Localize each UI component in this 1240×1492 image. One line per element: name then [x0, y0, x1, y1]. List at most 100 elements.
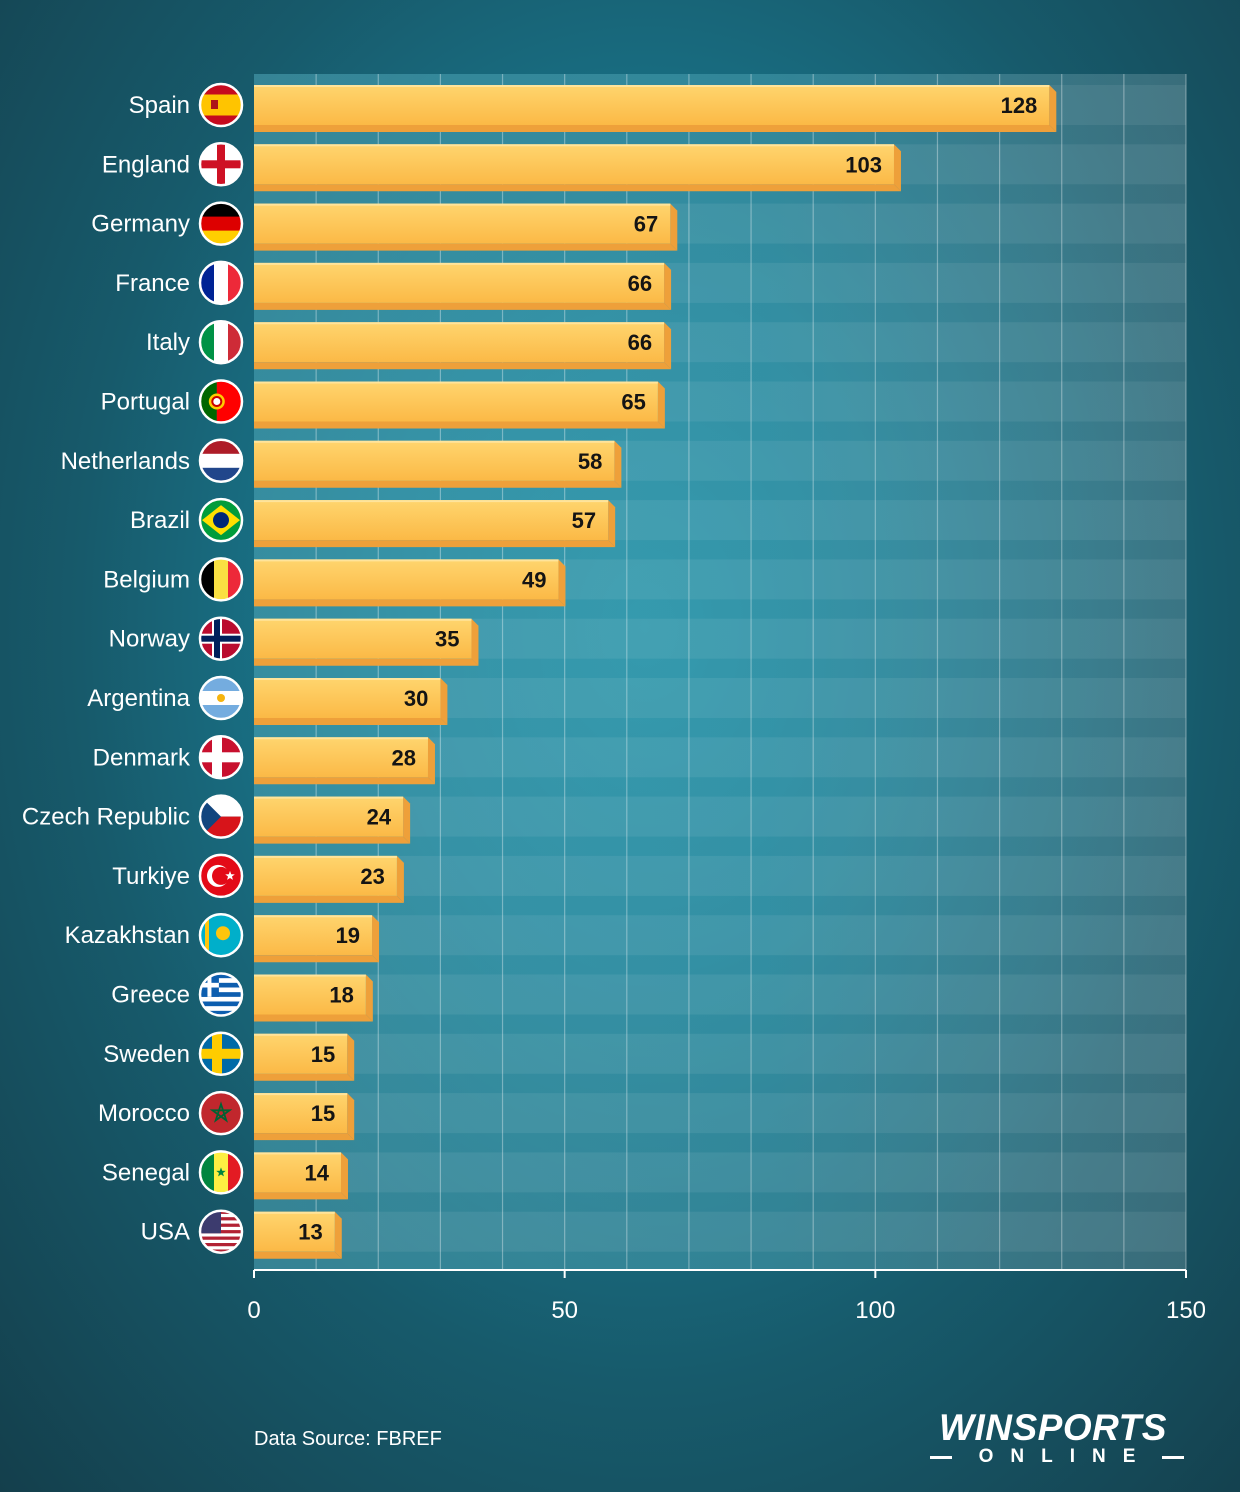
category-label: Germany [91, 211, 190, 238]
category-label: Netherlands [61, 448, 190, 475]
bar [254, 678, 448, 725]
bar-bottom-face [254, 302, 672, 310]
bars [254, 85, 1057, 1259]
category-label: Belgium [103, 566, 190, 593]
category-label: Denmark [93, 744, 191, 771]
bar [254, 796, 411, 844]
bar [254, 737, 435, 785]
senegal-flag-icon [198, 1150, 244, 1195]
bar-front-face [254, 974, 366, 1015]
usa-flag-icon [198, 1209, 244, 1254]
bar-front-face [254, 1211, 335, 1252]
norway-flag-icon [198, 616, 244, 661]
bar-front-face [254, 144, 894, 185]
data-source-note: Data Source: FBREF [254, 1428, 442, 1450]
bar-side-face [427, 737, 435, 785]
france-flag-icon [198, 260, 244, 306]
bar-front-face [254, 500, 609, 541]
bar-side-face [670, 203, 678, 251]
value-label: 66 [628, 271, 652, 296]
row-band [254, 1211, 1186, 1252]
row-band [254, 1033, 1186, 1074]
bar-front-face [254, 1152, 341, 1193]
bar-bottom-face [254, 658, 479, 666]
bar-bottom-face [254, 599, 566, 607]
bar-side-face [347, 1033, 355, 1081]
netherlands-flag-icon [198, 438, 244, 484]
kazakhstan-flag-icon [198, 912, 244, 958]
row-band [254, 974, 1186, 1015]
category-label: Spain [129, 92, 190, 119]
bar-side-face [608, 500, 616, 548]
bar-bottom-face [254, 1014, 373, 1022]
bar [254, 618, 479, 666]
logo-subline: ONLINE [930, 1446, 1184, 1468]
bar-bottom-face [254, 955, 380, 963]
bar-front-face [254, 915, 373, 956]
bar-bottom-face [254, 718, 448, 725]
bar-front-face [254, 796, 404, 837]
plot-area [254, 74, 1186, 1270]
bar-front-face [254, 678, 441, 718]
bar-side-face [558, 559, 566, 607]
bar-front-face [254, 381, 658, 422]
bar-side-face [471, 618, 479, 666]
value-label: 13 [298, 1220, 322, 1245]
bar-side-face [657, 381, 665, 429]
bar-front-face [254, 440, 615, 481]
category-label: Sweden [103, 1041, 190, 1068]
bar-bottom-face [254, 1073, 355, 1081]
row-band [254, 855, 1186, 896]
value-label: 23 [360, 864, 384, 889]
germany-flag-icon [198, 201, 244, 246]
value-label: 49 [522, 567, 546, 592]
x-tick-label: 100 [855, 1297, 895, 1324]
denmark-flag-icon [198, 735, 244, 780]
category-label: USA [141, 1219, 190, 1246]
category-label: France [115, 270, 190, 297]
category-label: Senegal [102, 1159, 190, 1186]
bar-front-face [254, 262, 665, 303]
bar-front-face [254, 1033, 348, 1074]
argentina-flag-icon [198, 675, 244, 721]
bar-front-face [254, 618, 472, 659]
plot-background [254, 74, 1186, 1270]
bar-front-face [254, 322, 665, 363]
czech-republic-flag-icon [198, 794, 244, 839]
bar-side-face [1049, 85, 1057, 132]
bar-side-face [664, 262, 672, 310]
bar [254, 203, 678, 251]
flag-icons [198, 82, 244, 1254]
bar-side-face [372, 915, 380, 963]
x-axis: 0 50 100 150 [247, 1269, 1206, 1324]
bar-bottom-face [254, 125, 1057, 132]
belgium-flag-icon [198, 557, 244, 602]
england-flag-icon [198, 142, 244, 187]
bar-bottom-face [254, 243, 678, 251]
bar [254, 144, 901, 192]
bar [254, 440, 622, 488]
brazil-flag-icon [198, 497, 244, 543]
category-label: Brazil [130, 507, 190, 534]
bar-bottom-face [254, 1133, 355, 1141]
bar-front-face [254, 1093, 348, 1134]
bar-side-face [440, 678, 448, 725]
bar [254, 500, 616, 548]
value-label: 15 [311, 1042, 335, 1067]
row-band [254, 915, 1186, 956]
bar-side-face [893, 144, 901, 192]
value-label: 24 [367, 805, 392, 830]
bar-bottom-face [254, 540, 616, 548]
x-tick-label: 0 [247, 1297, 260, 1324]
value-label: 128 [1001, 93, 1038, 118]
value-labels: 128 103 67 66 66 65 58 57 49 35 30 28 24 23 19 18 15 15 14… [298, 93, 1037, 1245]
bar [254, 1211, 342, 1259]
value-label: 15 [311, 1101, 335, 1126]
bar-bottom-face [254, 1251, 342, 1259]
bar-bottom-face [254, 777, 435, 785]
bar-side-face [347, 1093, 355, 1141]
bar [254, 322, 672, 370]
bar-side-face [340, 1152, 348, 1200]
